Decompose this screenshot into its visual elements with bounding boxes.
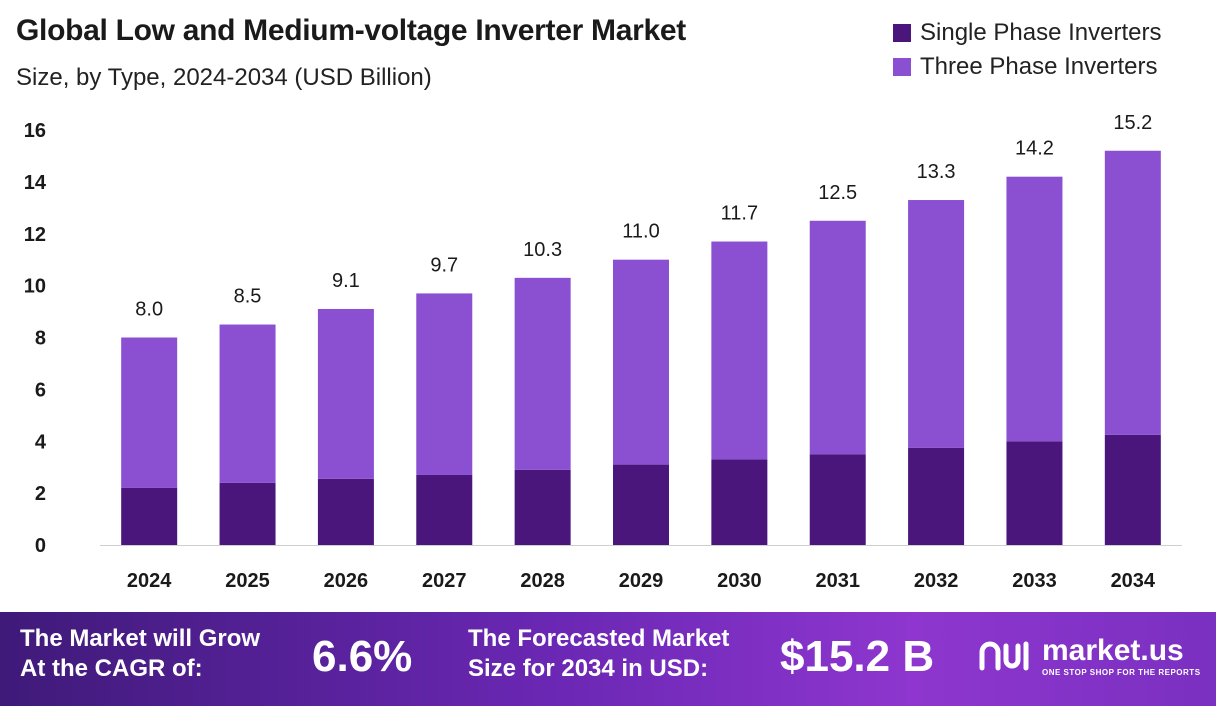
legend: Single Phase Inverters Three Phase Inver… [893, 16, 1161, 84]
x-tick-label: 2025 [225, 570, 270, 592]
bar-total-label: 12.5 [818, 182, 857, 204]
cagr-value: 6.6% [312, 632, 413, 681]
y-tick-label: 6 [35, 379, 46, 401]
bar-single-phase [908, 447, 965, 545]
x-tick-label: 2033 [1012, 570, 1057, 592]
brand-tagline: ONE STOP SHOP FOR THE REPORTS [1042, 668, 1201, 677]
forecast-caption: The Forecasted Market Size for 2034 in U… [468, 624, 729, 684]
brand-name: market.us [1042, 634, 1184, 667]
bar-total-label: 14.2 [1015, 138, 1054, 160]
bar-single-phase [514, 469, 571, 545]
bar-total-label: 11.7 [721, 203, 758, 225]
bar-three-phase [809, 220, 866, 455]
legend-label-single-phase: Single Phase Inverters [920, 19, 1162, 46]
bar-total-label: 8.0 [135, 299, 163, 321]
cagr-caption-line1: The Market will Grow [20, 625, 261, 652]
y-tick-label: 8 [35, 328, 46, 350]
bar-total-label: 9.1 [332, 270, 360, 292]
bar-three-phase [514, 277, 571, 470]
chart-title: Global Low and Medium-voltage Inverter M… [16, 14, 686, 47]
x-tick-label: 2024 [127, 570, 172, 592]
y-tick-label: 0 [35, 535, 46, 557]
bar-single-phase [1104, 434, 1161, 545]
bar-three-phase [613, 259, 669, 465]
cagr-caption: The Market will Grow At the CAGR of: [20, 624, 260, 684]
x-tick-label: 2034 [1111, 570, 1156, 592]
bar-single-phase [219, 482, 276, 545]
bar-total-label: 11.0 [622, 221, 659, 243]
legend-swatch-single-phase [893, 24, 911, 42]
bar-total-label: 8.5 [234, 286, 262, 308]
y-tick-label: 4 [35, 431, 47, 453]
bar-three-phase [416, 293, 473, 475]
bar-three-phase [711, 241, 768, 460]
bar-three-phase [219, 324, 276, 483]
legend-label-three-phase: Three Phase Inverters [920, 53, 1158, 80]
chart-subtitle: Size, by Type, 2024-2034 (USD Billion) [16, 64, 432, 91]
bar-single-phase [121, 487, 178, 545]
y-tick-label: 16 [24, 120, 46, 142]
bar-single-phase [613, 464, 669, 545]
bar-three-phase [1104, 150, 1161, 435]
bar-three-phase [908, 200, 965, 448]
market-us-logo-icon [979, 641, 1029, 671]
x-tick-label: 2032 [914, 570, 959, 592]
bar-single-phase [809, 454, 866, 545]
cagr-caption-line2: At the CAGR of: [20, 655, 203, 682]
bar-total-label: 15.2 [1113, 112, 1152, 134]
bar-three-phase [1006, 176, 1063, 442]
bar-three-phase [317, 308, 374, 479]
forecast-caption-line1: The Forecasted Market [468, 625, 730, 652]
forecast-caption-line2: Size for 2034 in USD: [468, 655, 709, 682]
legend-swatch-three-phase [893, 58, 911, 76]
x-tick-label: 2028 [520, 570, 565, 592]
forecast-value: $15.2 B [780, 632, 935, 681]
bar-single-phase [416, 474, 473, 545]
x-tick-label: 2027 [422, 570, 467, 592]
legend-item-three-phase: Three Phase Inverters [893, 50, 1161, 84]
bar-single-phase [317, 478, 374, 545]
bar-total-label: 9.7 [430, 254, 458, 276]
y-tick-label: 2 [35, 483, 46, 505]
x-tick-label: 2029 [619, 570, 664, 592]
y-tick-label: 10 [24, 276, 46, 298]
bar-three-phase [121, 337, 178, 488]
x-tick-label: 2026 [324, 570, 369, 592]
y-tick-label: 14 [24, 172, 47, 194]
x-tick-label: 2030 [717, 570, 762, 592]
y-tick-label: 12 [24, 224, 46, 246]
x-tick-label: 2031 [815, 570, 860, 592]
bar-total-label: 13.3 [917, 161, 956, 183]
bar-single-phase [711, 459, 768, 545]
bar-single-phase [1006, 441, 1063, 545]
footer-banner: The Market will Grow At the CAGR of: 6.6… [0, 612, 1216, 706]
legend-item-single-phase: Single Phase Inverters [893, 16, 1161, 50]
bar-total-label: 10.3 [523, 239, 562, 261]
bar-chart: 0 2 4 6 8 10 12 14 16 8.0 2024 8.5 2025 9.1 2026 9.7 202… [24, 112, 1182, 592]
